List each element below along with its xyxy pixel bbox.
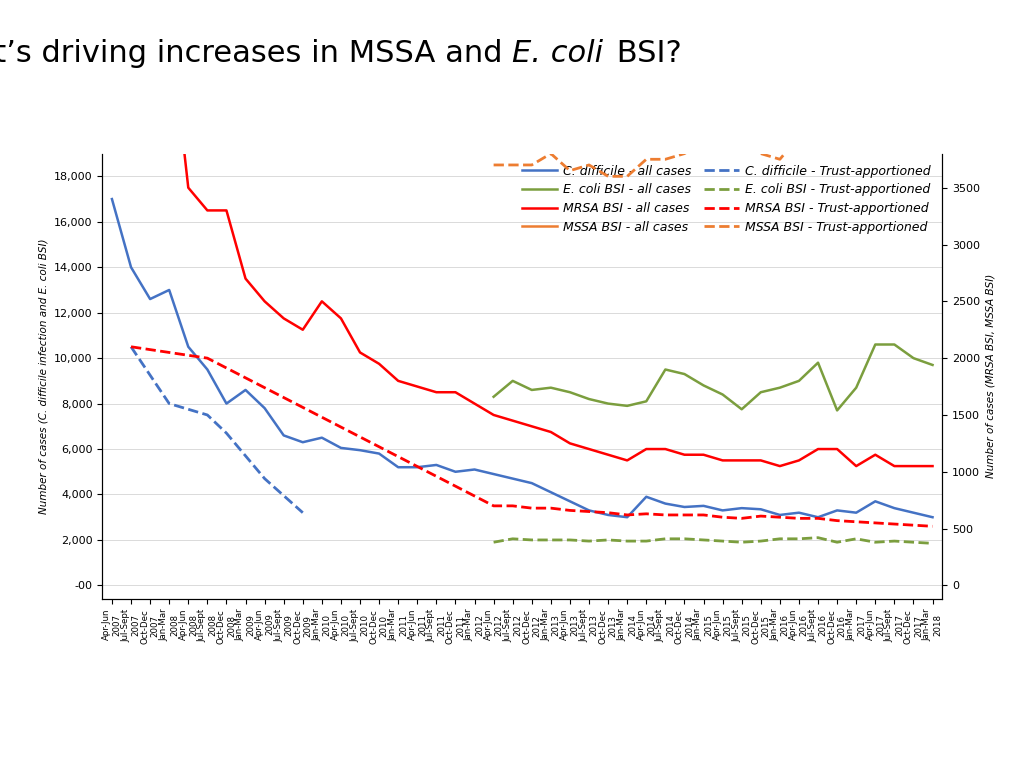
Text: E. coli: E. coli	[512, 39, 603, 68]
Text: BSI?: BSI?	[607, 39, 682, 68]
Y-axis label: Number of cases (C. difficile infection and E. coli BSI): Number of cases (C. difficile infection …	[39, 239, 48, 514]
Y-axis label: Number of cases (MRSA BSI, MSSA BSI): Number of cases (MRSA BSI, MSSA BSI)	[985, 274, 995, 478]
Legend: C. difficile - all cases, E. coli BSI - all cases, MRSA BSI - all cases, MSSA BS: C. difficile - all cases, E. coli BSI - …	[517, 160, 936, 239]
Text: What’s driving increases in MSSA and: What’s driving increases in MSSA and	[0, 39, 512, 68]
